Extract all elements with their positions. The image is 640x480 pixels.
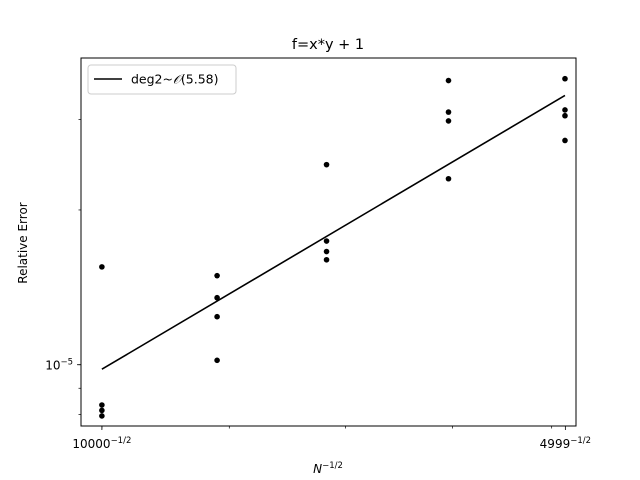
- data-point: [323, 161, 330, 168]
- data-point: [99, 407, 105, 414]
- plot-area: [80, 57, 577, 427]
- x-tick-label-exp: −1/2: [570, 436, 591, 446]
- plot-marks: [99, 75, 568, 419]
- x-tick-label: 4999−1/2: [540, 436, 591, 451]
- y-tick-label: 10−5: [45, 358, 73, 373]
- data-point: [99, 402, 105, 408]
- legend-box: [87, 64, 237, 95]
- fit-line: [101, 94, 566, 370]
- data-point: [323, 248, 330, 255]
- x-tick-label-exp: −1/2: [111, 436, 132, 446]
- data-point: [214, 313, 220, 320]
- y-tick-label-base: 10: [45, 359, 60, 373]
- data-point: [562, 75, 568, 82]
- data-point: [214, 357, 220, 364]
- x-tick-label: 10000−1/2: [72, 436, 131, 451]
- data-point: [445, 109, 452, 115]
- x-tick-label-base: 10000: [72, 437, 110, 451]
- axis-ticks: 10000−1/2 4999−1/210−5: [45, 119, 591, 451]
- x-axis-label: N−1/2: [313, 461, 343, 476]
- data-point: [99, 413, 105, 419]
- axes-frame: [80, 57, 577, 427]
- data-point: [214, 294, 220, 301]
- legend-label: deg2~𝒪(5.58): [131, 72, 218, 87]
- data-point: [323, 256, 330, 263]
- chart-title: f=x*y + 1: [292, 37, 364, 53]
- data-point: [562, 137, 568, 144]
- data-point: [445, 175, 452, 182]
- data-point: [445, 118, 452, 124]
- y-axis-label: Relative Error: [16, 202, 30, 284]
- legend: deg2~𝒪(5.58): [87, 64, 237, 95]
- y-tick-label-exp: −5: [60, 358, 73, 368]
- data-point: [323, 238, 330, 244]
- x-axis-label-base: N: [313, 462, 322, 476]
- x-tick-label-base: 4999: [540, 437, 571, 451]
- data-point: [214, 272, 220, 279]
- data-point: [562, 112, 568, 119]
- data-point: [445, 77, 452, 84]
- data-point: [99, 264, 105, 270]
- data-point: [562, 107, 568, 113]
- x-axis-label-exp: −1/2: [322, 461, 343, 471]
